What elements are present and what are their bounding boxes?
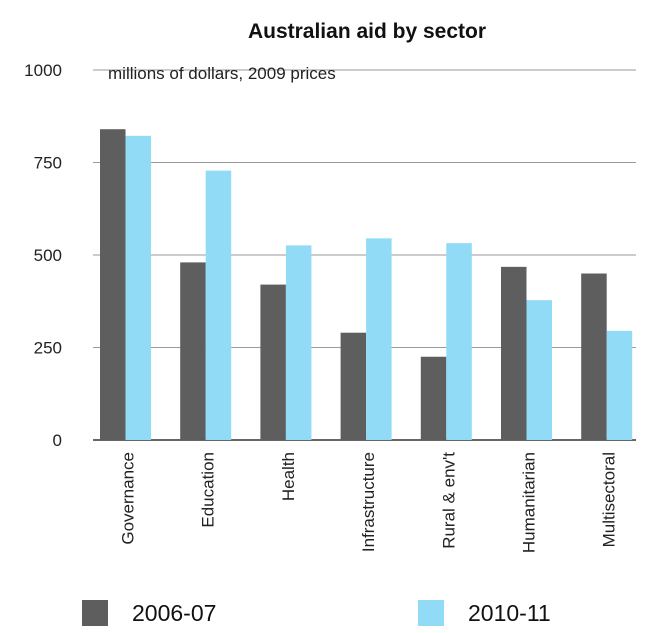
x-tick-label: Education xyxy=(199,452,218,528)
bar-2010-11-Health xyxy=(285,245,312,440)
bar-2006-07-Multisectoral xyxy=(581,273,607,440)
bar-2010-11-Multisectoral xyxy=(606,330,633,440)
bar-2010-11-Infrastructure xyxy=(366,238,392,440)
y-axis: 0 250 500 750 1000 xyxy=(24,61,62,450)
x-tick-label: Infrastructure xyxy=(359,452,378,552)
y-tick-label: 250 xyxy=(34,339,62,358)
chart-title: Australian aid by sector xyxy=(248,20,486,43)
legend-swatch xyxy=(418,600,444,626)
y-tick-label: 500 xyxy=(34,246,62,265)
x-tick-label: Health xyxy=(279,452,298,501)
x-tick-label: Governance xyxy=(119,452,138,545)
y-tick-label: 1000 xyxy=(24,61,62,80)
bar-2006-07-Health xyxy=(260,284,286,440)
y-tick-label: 750 xyxy=(34,154,62,173)
y-tick-label: 0 xyxy=(53,431,62,450)
chart-subtitle: millions of dollars, 2009 prices xyxy=(108,64,336,83)
bar-2006-07-Education xyxy=(180,262,206,440)
bar-2010-11-Education xyxy=(205,170,232,440)
legend: 2006-07 2010-11 xyxy=(82,600,551,626)
x-tick-label: Multisectoral xyxy=(600,452,619,547)
x-axis: Governance Education Health Infrastructure R… xyxy=(119,452,619,553)
legend-label: 2006-07 xyxy=(132,600,216,626)
bar-2010-11-Humanitarian xyxy=(526,300,552,440)
bar-2010-11-Rural & env't xyxy=(446,243,472,440)
bar-2006-07-Infrastructure xyxy=(340,332,367,440)
x-tick-label: Rural & env't xyxy=(439,452,458,549)
bar-2006-07-Governance xyxy=(100,129,126,440)
legend-label: 2010-11 xyxy=(468,600,551,626)
bar-2006-07-Humanitarian xyxy=(501,266,527,440)
legend-swatch xyxy=(82,600,108,626)
bars xyxy=(100,129,633,441)
bar-2010-11-Governance xyxy=(125,135,151,441)
bar-2006-07-Rural & env't xyxy=(420,356,447,440)
x-tick-label: Humanitarian xyxy=(520,452,539,553)
